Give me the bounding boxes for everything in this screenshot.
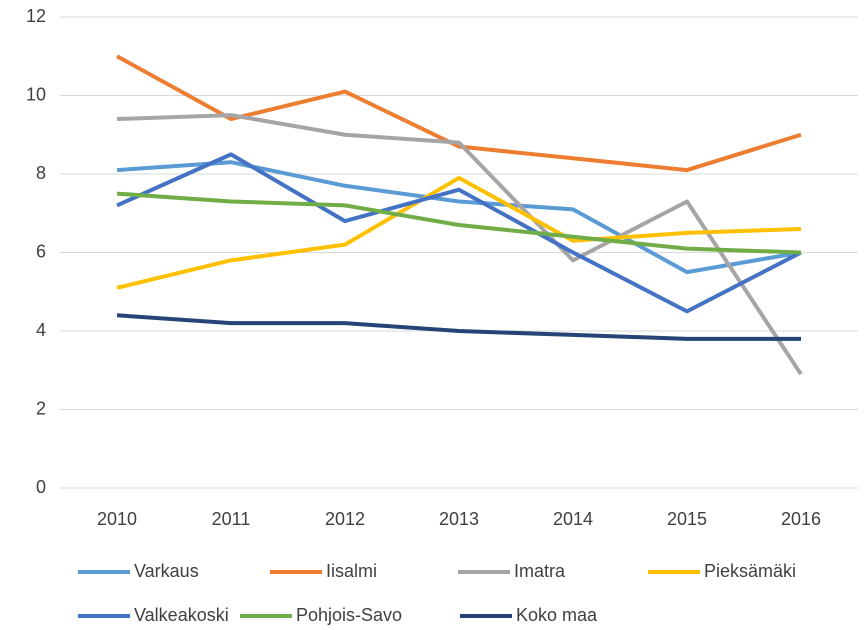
y-tick-label: 6 [36,241,46,261]
series-line [116,152,802,314]
legend-label: Valkeakoski [134,605,229,625]
legend-label: Varkaus [134,561,199,581]
x-tick-label: 2015 [667,509,707,529]
x-tick-label: 2014 [553,509,593,529]
legend-label: Koko maa [516,605,598,625]
x-tick-label: 2010 [97,509,137,529]
y-tick-label: 0 [36,477,46,497]
legend-label: Imatra [514,561,566,581]
y-tick-label: 8 [36,163,46,183]
series-line [116,54,802,173]
legend-label: Pieksämäki [704,561,796,581]
y-tick-label: 12 [26,6,46,26]
series-line [116,175,802,290]
y-tick-label: 2 [36,398,46,418]
legend-label: Pohjois-Savo [296,605,402,625]
x-tick-label: 2016 [781,509,821,529]
series-line [116,160,802,275]
y-tick-label: 4 [36,320,46,340]
series-line [116,191,802,255]
x-tick-label: 2011 [212,509,251,529]
series-line [116,313,801,341]
x-tick-label: 2012 [325,509,365,529]
series-line [116,113,803,376]
y-tick-label: 10 [26,84,46,104]
x-tick-label: 2013 [439,509,479,529]
legend-label: Iisalmi [326,561,377,581]
